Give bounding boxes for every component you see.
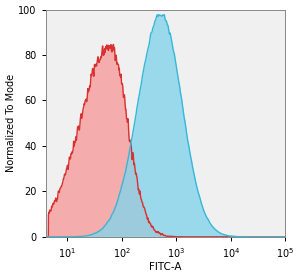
Y-axis label: Normalized To Mode: Normalized To Mode: [6, 74, 16, 172]
X-axis label: FITC-A: FITC-A: [149, 262, 182, 272]
